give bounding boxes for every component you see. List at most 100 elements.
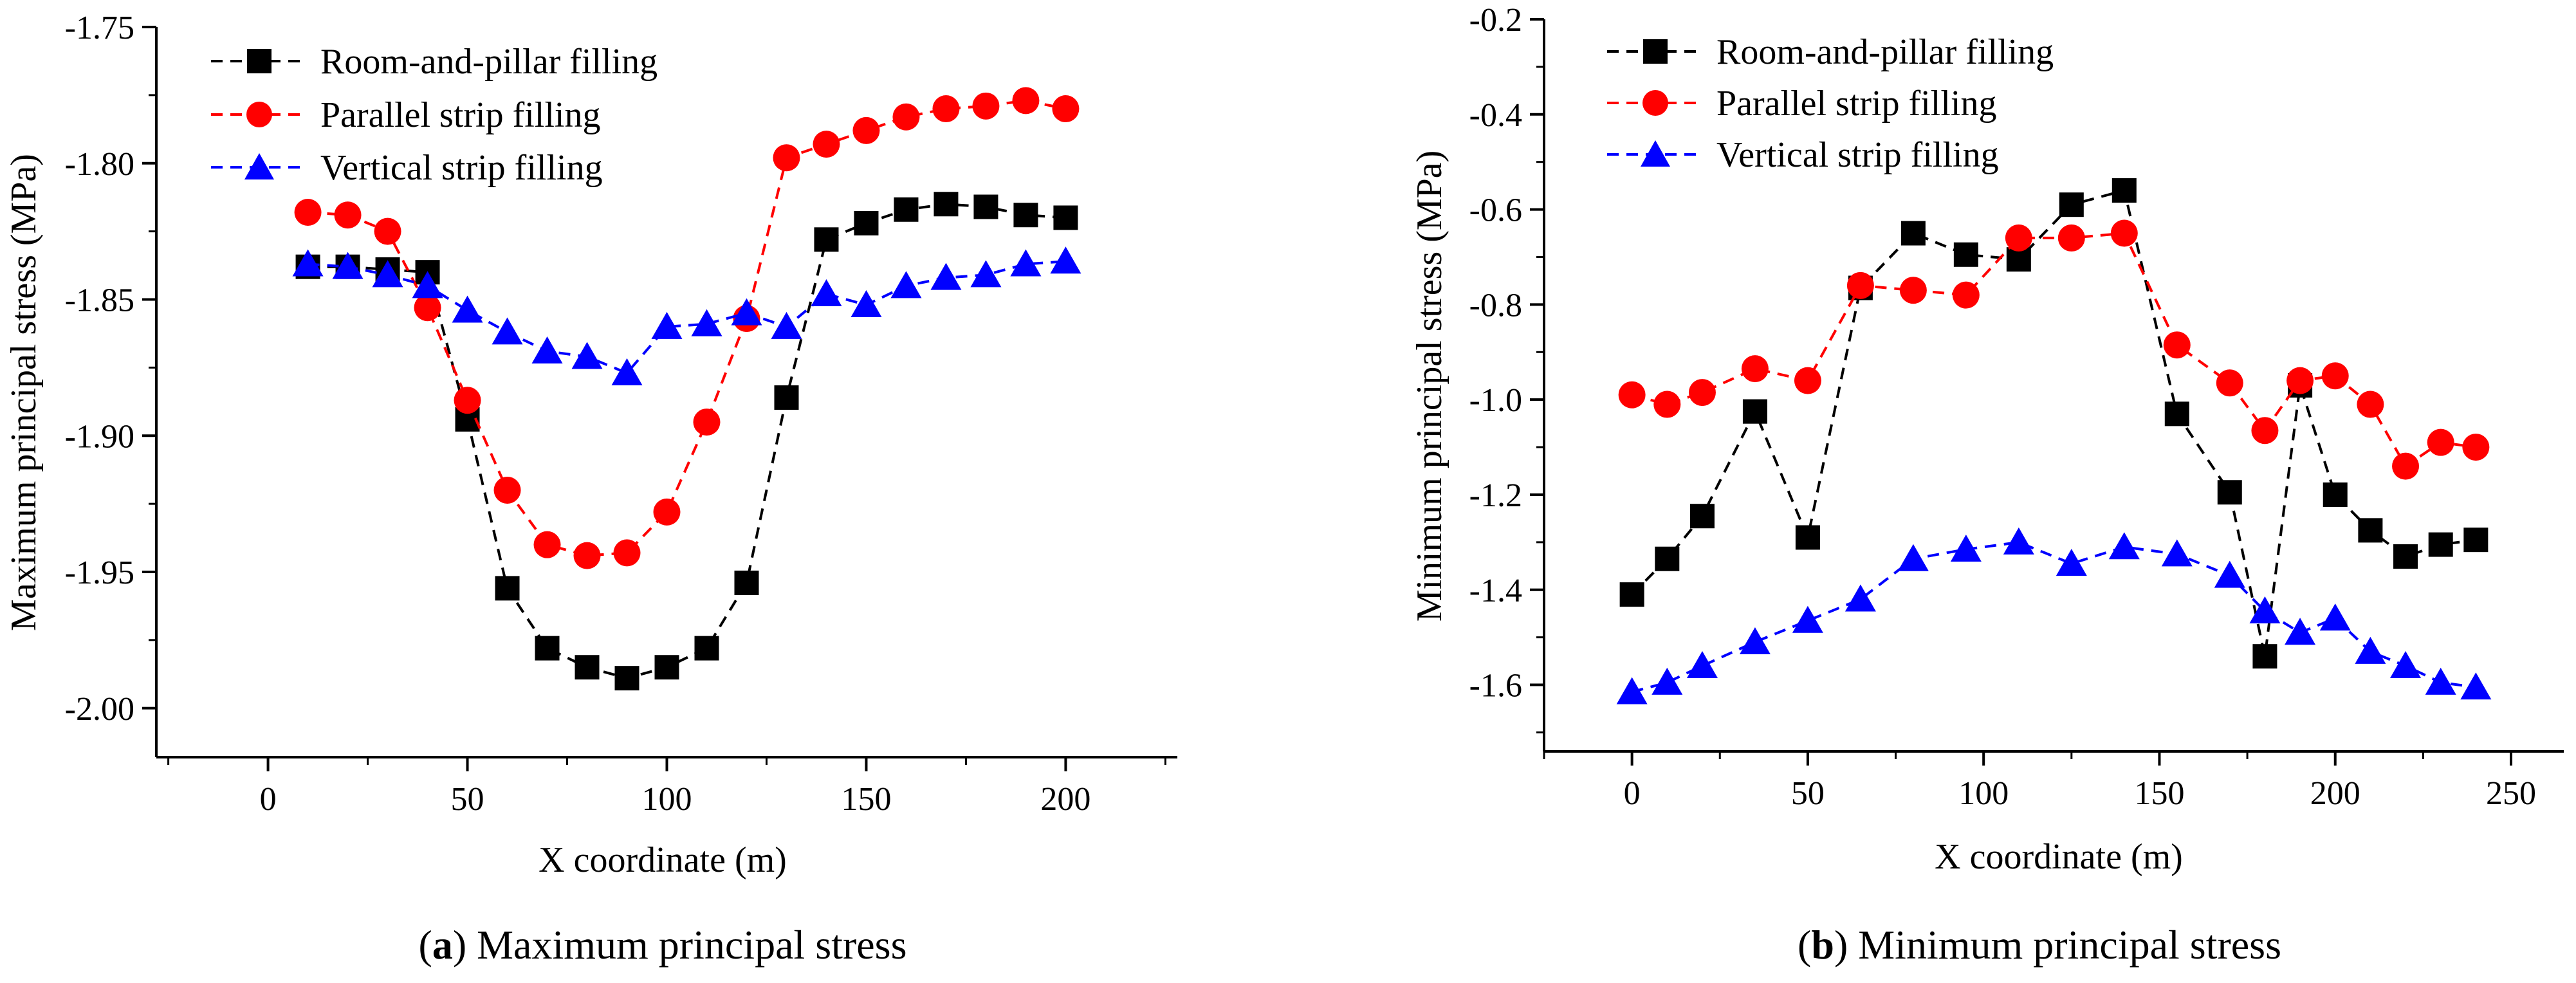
panel-b-series-room-and-pillar-filling-point-square	[2428, 532, 2453, 557]
panel-a-series-vertical-strip-filling-point-triangle	[531, 336, 563, 363]
panel-b-series-vertical-strip-filling-line	[1632, 540, 2476, 694]
panel-a-x-tick-label: 50	[451, 781, 484, 818]
panel-b-x-tick-label: 200	[2310, 775, 2360, 812]
panel-b-series-room-and-pillar-filling-point-square	[2252, 644, 2277, 669]
panel-b-legend-parallel-strip: Parallel strip filling	[1716, 84, 1996, 124]
panel-a-series-room-and-pillar-filling-point-square	[1013, 203, 1038, 228]
panel-a-series-vertical-strip-filling-point-triangle	[1050, 246, 1081, 274]
panel-b-series-parallel-strip-filling	[1618, 219, 2490, 480]
panel-a-series-parallel-strip-filling-point-circle	[693, 409, 721, 436]
panel-b-x-tick-label: 0	[1624, 775, 1641, 812]
panel-a-series-vertical-strip-filling-point-triangle	[890, 271, 922, 299]
legend-marker-circle	[246, 102, 272, 127]
panel-b-series-parallel-strip-filling-point-circle	[2005, 224, 2032, 252]
panel-b-series-vertical-strip-filling-point-triangle	[1651, 667, 1683, 695]
panel-a-series-vertical-strip-filling-point-triangle	[292, 249, 324, 277]
panel-b-series-vertical-strip-filling-point-triangle	[1792, 605, 1823, 633]
panel-a-series-parallel-strip-filling-point-circle	[334, 201, 362, 229]
legend-marker-circle	[1642, 90, 1668, 116]
panel-a-y-tick-label: -1.85	[65, 282, 134, 319]
panel-b-series-room-and-pillar-filling-point-square	[1689, 504, 1715, 529]
panel-a-series-room-and-pillar-filling-point-square	[535, 636, 560, 661]
panel-a-series-parallel-strip-filling-point-circle	[374, 217, 401, 245]
panel-b-series-room-and-pillar-filling-point-square	[1619, 582, 1644, 607]
panel-a-series-room-and-pillar-filling-point-square	[694, 636, 719, 661]
panel-b-series-vertical-strip-filling-point-triangle	[2161, 539, 2193, 567]
panel-a-series-parallel-strip-filling-point-circle	[294, 198, 322, 226]
panel-b-y-tick-label: -0.4	[1469, 97, 1522, 134]
panel-a-y-tick-label: -1.95	[65, 555, 134, 591]
panel-b-series-room-and-pillar-filling-point-square	[1655, 546, 1680, 571]
panel-a-series-room-and-pillar-filling-point-square	[973, 194, 998, 219]
panel-b-legend-room-and-pillar: Room-and-pillar filling	[1716, 32, 2054, 72]
panel-a-series-vertical-strip-filling-point-triangle	[851, 289, 882, 317]
panel-b-y-tick-label: -0.2	[1469, 2, 1522, 39]
panel-a-series-vertical-strip-filling-point-triangle	[1010, 249, 1042, 277]
panel-a-series-vertical-strip-filling-point-triangle	[970, 260, 1002, 288]
panel-a-series-parallel-strip-filling-point-circle	[573, 542, 601, 569]
panel-b-x-tick-label: 150	[2134, 775, 2184, 812]
panel-a-y-tick-label: -1.80	[65, 146, 134, 183]
panel-a-series-parallel-strip-filling-point-circle	[972, 92, 1000, 120]
panel-b-series-vertical-strip-filling-point-triangle	[2214, 560, 2245, 588]
panel-a-series-room-and-pillar-filling-point-square	[814, 227, 839, 252]
panel-b-series-parallel-strip-filling-point-circle	[1618, 381, 1646, 409]
panel-b-series-room-and-pillar-filling-point-square	[2323, 482, 2348, 507]
panel-b-series-vertical-strip-filling-point-triangle	[2003, 527, 2034, 555]
panel-b-y-tick-label: -1.4	[1469, 573, 1522, 609]
panel-b-series-room-and-pillar-filling-point-square	[1742, 399, 1767, 424]
panel-b-series-vertical-strip-filling-point-triangle	[2390, 650, 2422, 678]
panel-b-series-vertical-strip-filling-point-triangle	[2249, 596, 2281, 624]
panel-a-series-parallel-strip-filling-point-circle	[813, 131, 840, 158]
legend-marker-triangle	[244, 153, 274, 179]
panel-b-series-parallel-strip-filling-point-circle	[1794, 367, 1821, 394]
panel-a-series-vertical-strip-filling-point-triangle	[452, 295, 483, 323]
panel-b-series-vertical-strip-filling-point-triangle	[2319, 603, 2351, 631]
panel-b-series-vertical-strip-filling-point-triangle	[2425, 667, 2456, 695]
panel-a-plot-content: 0 50 100 150 200 -2.00 -1.95 -1.90 -1.85 -1.80 -1.…	[65, 10, 1177, 818]
panel-a-series-parallel-strip-filling-point-circle	[414, 294, 441, 322]
panel-b-series-room-and-pillar-filling-point-square	[2164, 401, 2189, 427]
panel-b-series-parallel-strip-filling-point-circle	[2286, 367, 2314, 394]
panel-b-series-room-and-pillar-filling-point-square	[2463, 528, 2489, 553]
panel-a-series-vertical-strip-filling-point-triangle	[611, 358, 643, 385]
panel-b-series-parallel-strip-filling-point-circle	[1899, 277, 1927, 304]
panel-b-x-tick-label: 100	[1958, 775, 2009, 812]
panel-a-x-tick-label: 100	[642, 781, 692, 818]
panel-b-y-axis-title: Minimum principal stress (MPa)	[1410, 151, 1449, 622]
panel-a-series-room-and-pillar-filling-point-square	[495, 576, 520, 601]
panel-b-series-parallel-strip-filling-point-circle	[2216, 369, 2243, 397]
panel-b-series-parallel-strip-filling-point-circle	[2357, 390, 2384, 418]
panel-b-series-parallel-strip-filling-point-circle	[2321, 362, 2349, 390]
panel-b-caption-text: Minimum principal stress	[1858, 922, 2281, 968]
panel-b-series-room-and-pillar-filling-point-square	[2358, 518, 2383, 543]
panel-b-series-vertical-strip-filling-point-triangle	[1686, 650, 1718, 678]
panel-b-series-parallel-strip-filling-point-circle	[1952, 281, 1980, 309]
panel-a-x-tick-label: 150	[841, 781, 891, 818]
panel-b-min-principal-stress: 0 50 100 150 200 250 -1.6 -1.4 -1.2 -1.0 -0.8 -0.6 -…	[1410, 2, 2564, 968]
panel-b-series-parallel-strip-filling-point-circle	[1688, 379, 1716, 407]
panel-b-series-parallel-strip-filling-point-circle	[2427, 428, 2454, 456]
panel-a-legend: Room-and-pillar filling Parallel strip f…	[211, 42, 658, 188]
panel-a-series-vertical-strip-filling	[292, 246, 1081, 385]
panel-a-series-room-and-pillar-filling-point-square	[654, 655, 679, 680]
panel-b-y-tick-label: -1.2	[1469, 477, 1522, 514]
panel-b-caption: (b) Minimum principal stress	[1798, 922, 2281, 968]
panel-a-x-axis-title: X coordinate (m)	[538, 840, 787, 880]
panel-a-series-vertical-strip-filling-point-triangle	[771, 311, 802, 339]
panel-a-y-tick-label: -1.75	[65, 10, 134, 46]
panel-b-y-tick-label: -0.6	[1469, 192, 1522, 229]
legend-marker-triangle	[1641, 140, 1670, 167]
panel-b-series-vertical-strip-filling	[1616, 527, 2492, 704]
panel-a-caption-text: Maximum principal stress	[477, 922, 906, 968]
panel-a-series-vertical-strip-filling-point-triangle	[492, 317, 523, 345]
panel-b-plot-content: 0 50 100 150 200 250 -1.6 -1.4 -1.2 -1.0 -0.8 -0.6 -…	[1469, 2, 2564, 812]
panel-a-series-vertical-strip-filling-point-triangle	[412, 271, 443, 299]
panel-b-x-axis-title: X coordinate (m)	[1935, 837, 2183, 877]
panel-a-caption: (a) Maximum principal stress	[419, 922, 907, 968]
panel-a-series-vertical-strip-filling-point-triangle	[811, 279, 842, 307]
panel-b-series-parallel-strip-filling-point-circle	[1741, 355, 1769, 383]
panel-b-x-tick-label: 50	[1791, 775, 1825, 812]
panel-a-series-parallel-strip-filling-point-circle	[454, 387, 481, 414]
panel-a-series-room-and-pillar-filling-point-square	[614, 666, 639, 691]
